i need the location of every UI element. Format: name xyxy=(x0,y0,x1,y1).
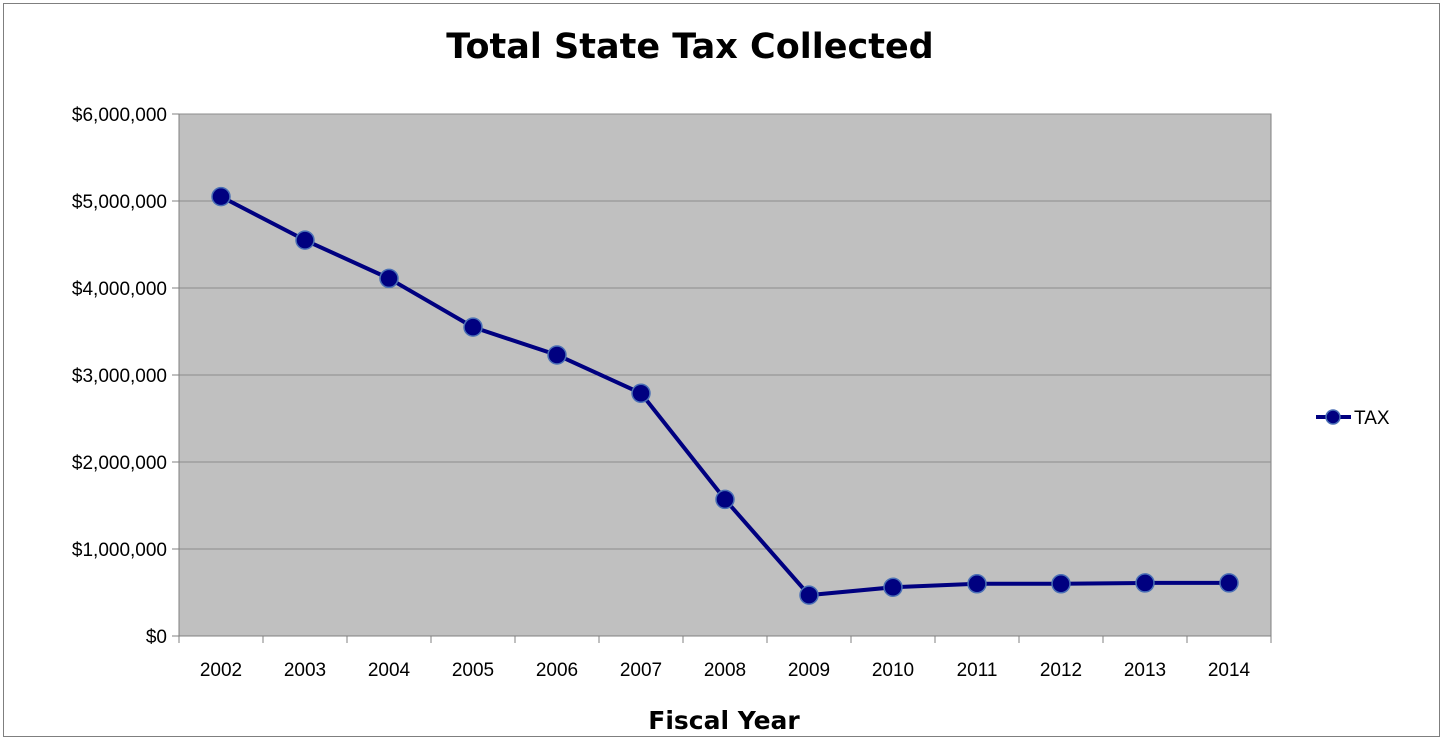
y-tick-label: $3,000,000 xyxy=(72,366,167,387)
x-tick-labels: 2002 2003 2004 2005 2006 2007 2008 2009 2010 2011… xyxy=(200,660,1251,681)
legend-marker-tax xyxy=(1325,409,1341,425)
x-tick-label: 2009 xyxy=(788,660,830,681)
y-tick-label: $5,000,000 xyxy=(72,192,167,213)
data-point xyxy=(295,230,315,250)
y-tick-label: $4,000,000 xyxy=(72,279,167,300)
x-tick-label: 2005 xyxy=(452,660,494,681)
x-tick-label: 2012 xyxy=(1040,660,1082,681)
legend: TAX xyxy=(1316,408,1390,429)
series-tax xyxy=(211,186,1239,605)
data-point xyxy=(631,383,651,404)
data-point xyxy=(967,574,987,594)
data-point xyxy=(883,577,903,598)
y-tick-label: $1,000,000 xyxy=(72,540,167,561)
y-tick-label: $6,000,000 xyxy=(72,105,167,126)
x-tick-label: 2014 xyxy=(1208,660,1251,681)
data-point xyxy=(211,186,231,207)
y-tick-label: $0 xyxy=(146,627,167,648)
x-tick-label: 2004 xyxy=(368,660,411,681)
axes xyxy=(172,113,1272,643)
grid-lines xyxy=(179,113,1271,550)
x-tick-label: 2006 xyxy=(536,660,578,681)
y-tick-label: $2,000,000 xyxy=(72,453,167,474)
x-tick-label: 2003 xyxy=(284,660,326,681)
y-tick-labels: $0 $1,000,000 $2,000,000 $3,000,000 $4,000,0… xyxy=(72,105,167,648)
data-point xyxy=(799,585,819,605)
data-point xyxy=(1135,573,1155,593)
data-point xyxy=(1219,573,1239,593)
chart-frame: Total State Tax Collected $0 $1,000,000 $2… xyxy=(3,3,1440,737)
legend-label-tax: TAX xyxy=(1354,408,1390,429)
data-point xyxy=(1051,574,1071,594)
x-tick-label: 2008 xyxy=(704,660,746,681)
x-tick-label: 2010 xyxy=(872,660,914,681)
x-tick-label: 2002 xyxy=(200,660,242,681)
x-axis-label: Fiscal Year xyxy=(648,706,800,735)
data-point xyxy=(463,317,483,337)
data-point xyxy=(379,268,399,289)
data-point xyxy=(547,345,567,365)
data-point xyxy=(715,489,735,510)
x-tick-label: 2013 xyxy=(1124,660,1166,681)
x-tick-label: 2011 xyxy=(957,660,998,681)
chart-svg: Total State Tax Collected $0 $1,000,000 $2… xyxy=(72,27,1390,735)
x-tick-label: 2007 xyxy=(620,660,662,681)
chart-title: Total State Tax Collected xyxy=(446,27,934,67)
